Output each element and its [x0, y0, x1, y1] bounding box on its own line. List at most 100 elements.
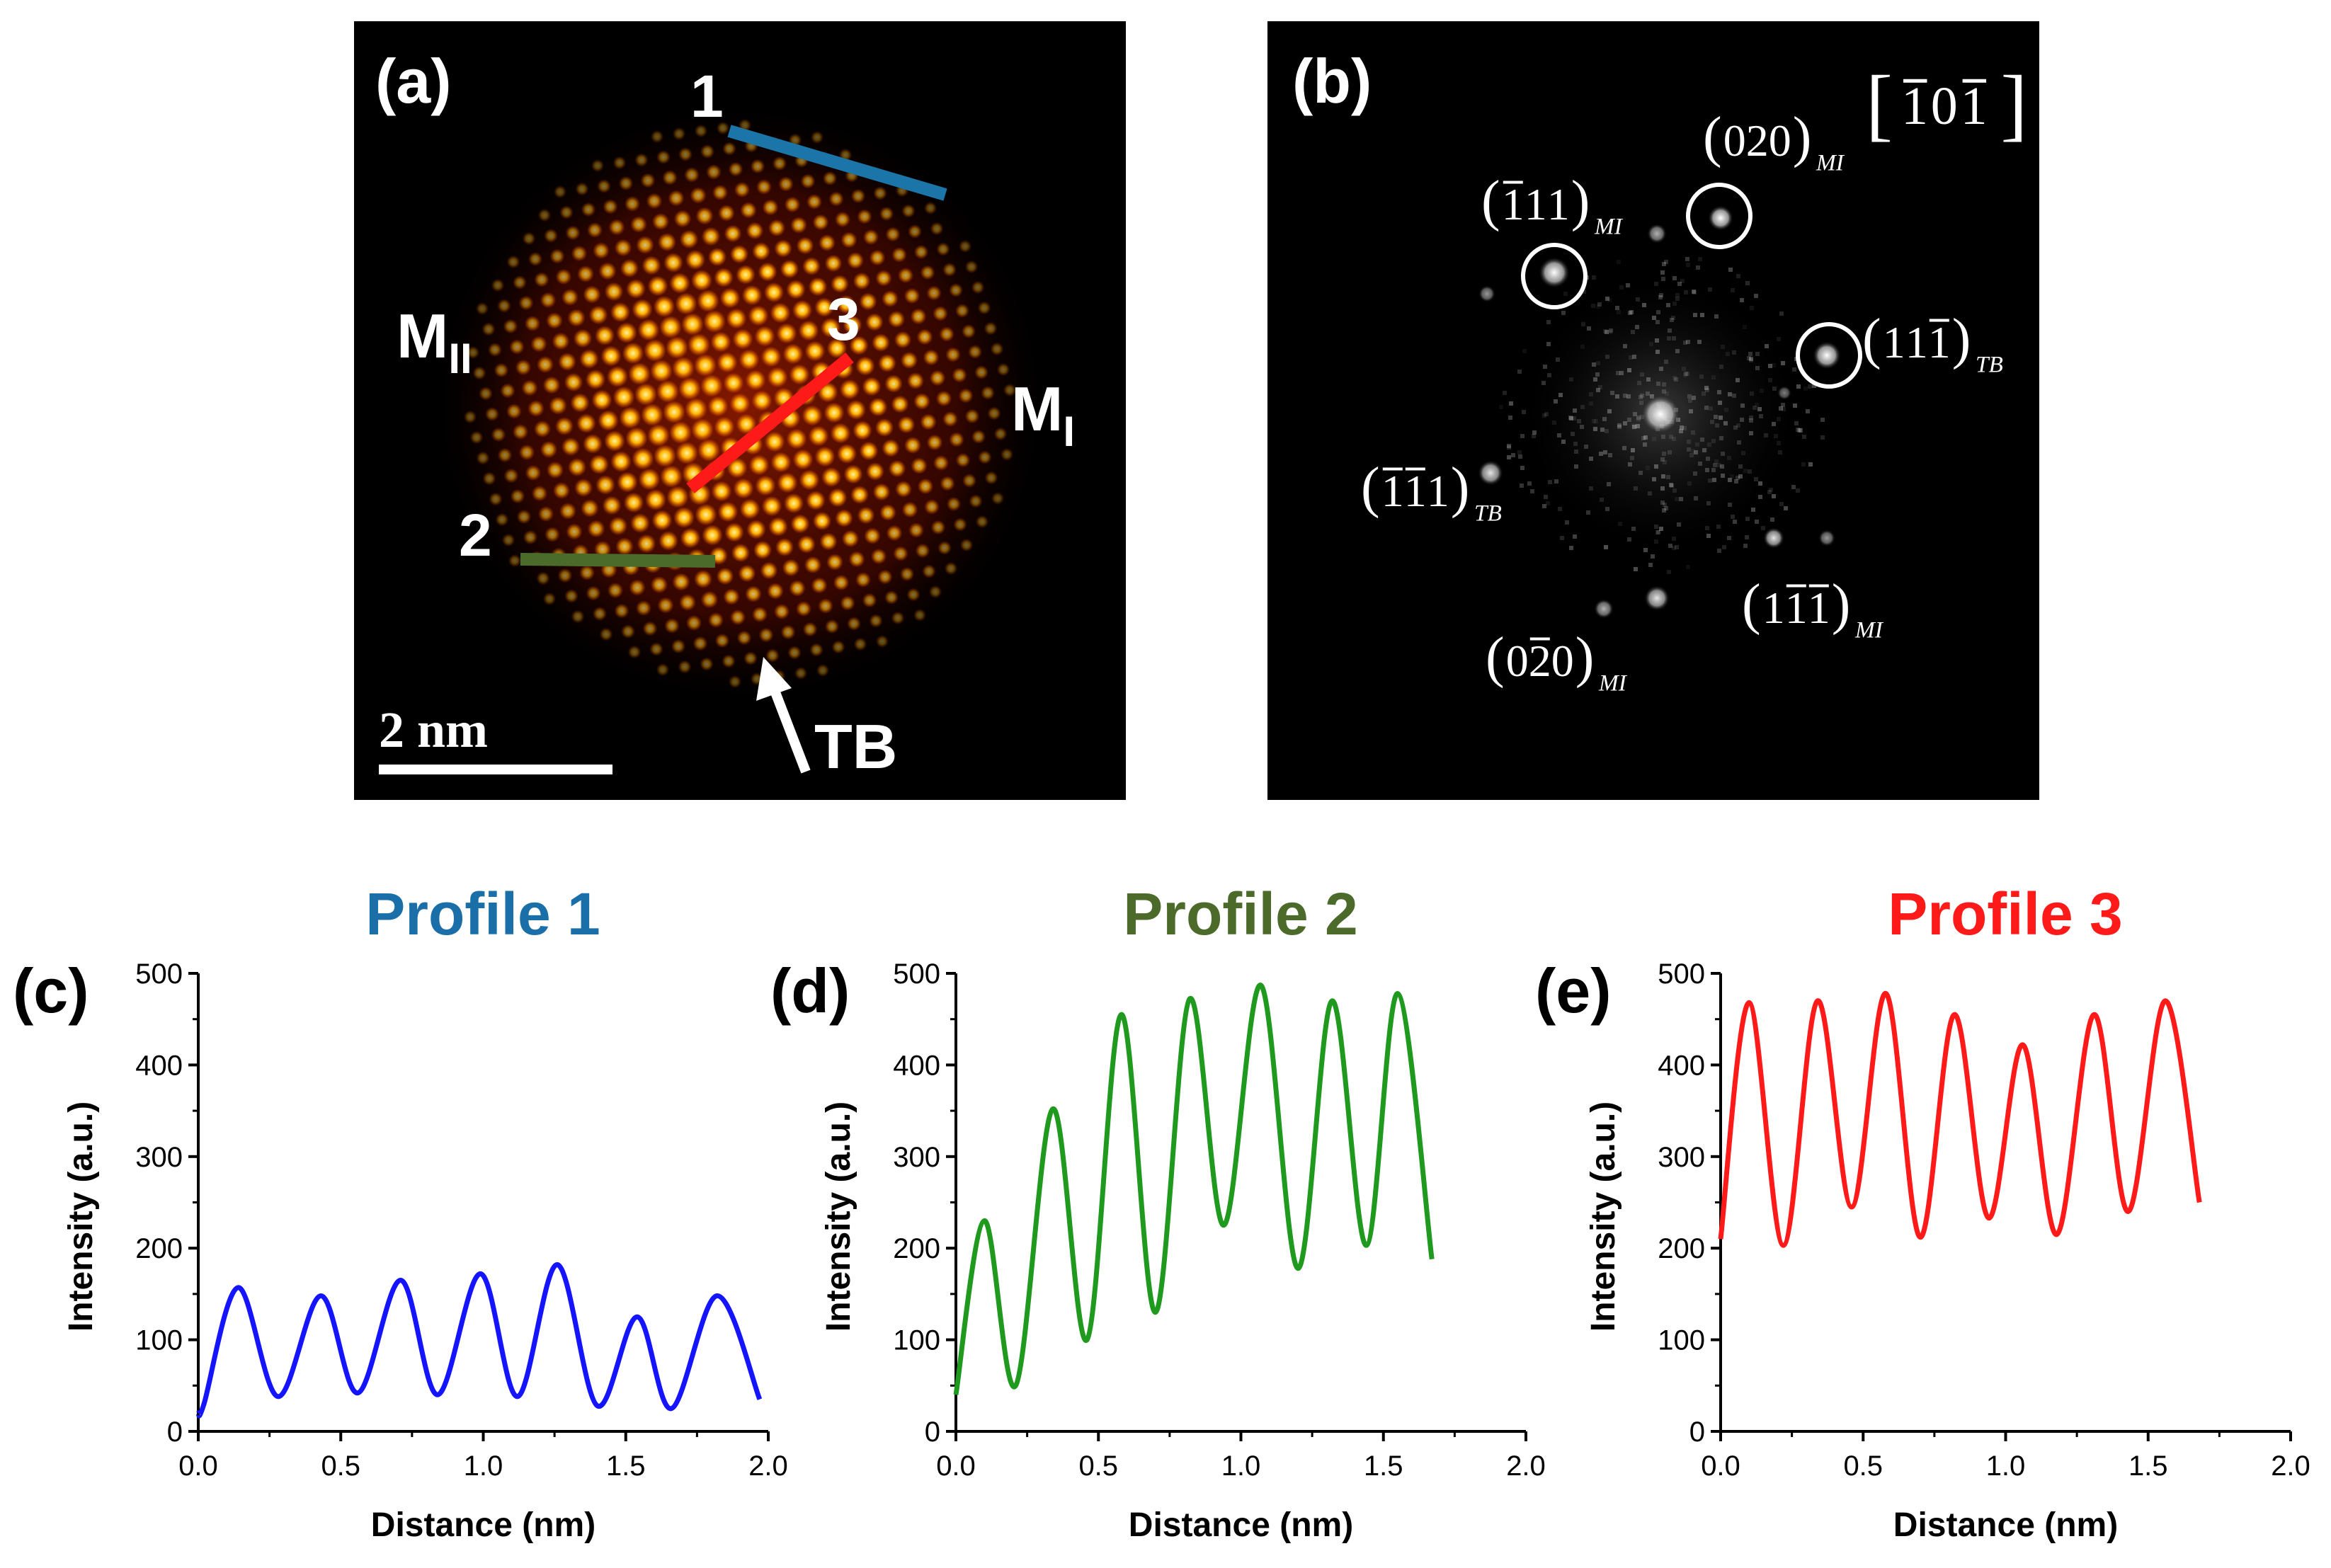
noise-pixel — [1675, 497, 1679, 501]
spot-nn11-TB-digit: 1 — [1404, 466, 1427, 516]
noise-pixel — [1779, 502, 1784, 506]
atom-column — [768, 517, 788, 537]
noise-pixel — [1608, 453, 1612, 457]
noise-pixel — [1796, 488, 1800, 493]
noise-pixel — [1584, 445, 1588, 449]
atom-column — [908, 224, 922, 239]
noise-pixel — [1691, 430, 1695, 435]
spot-020-MI-subscript: MI — [1816, 149, 1845, 176]
atom-column — [663, 401, 685, 423]
noise-pixel — [1743, 469, 1748, 473]
atom-column — [653, 295, 676, 318]
noise-pixel — [1693, 471, 1697, 476]
noise-pixel — [1684, 290, 1688, 294]
noise-pixel — [1710, 420, 1714, 424]
atom-column — [482, 471, 496, 486]
atom-column — [877, 569, 893, 585]
noise-pixel — [1636, 297, 1640, 302]
atom-column — [530, 336, 547, 353]
noise-pixel — [1571, 432, 1575, 436]
atom-column — [695, 503, 717, 526]
atom-column — [732, 328, 753, 350]
atom-column — [768, 219, 786, 237]
noise-pixel — [1630, 456, 1634, 460]
atom-column — [823, 402, 845, 423]
atom-column — [790, 217, 807, 234]
chart-panel-label: (c) — [13, 956, 89, 1026]
noise-pixel — [1593, 427, 1597, 431]
atom-column — [886, 525, 903, 542]
atom-column — [714, 633, 730, 648]
atom-column — [850, 486, 869, 504]
atom-column — [628, 362, 651, 385]
atom-column — [564, 589, 579, 603]
noise-pixel — [1577, 419, 1581, 423]
atom-column — [993, 427, 1008, 441]
atom-column — [623, 492, 644, 513]
noise-pixel — [1698, 462, 1702, 466]
noise-pixel — [1638, 471, 1643, 475]
atom-column — [679, 594, 696, 611]
atom-column — [743, 651, 758, 665]
y-tick-label: 200 — [893, 1233, 940, 1264]
spot-1nn1-MI-digit: 1 — [1808, 583, 1830, 633]
noise-pixel — [1672, 537, 1676, 541]
atom-column — [524, 315, 541, 332]
atom-column — [575, 182, 589, 196]
atom-column — [581, 499, 599, 517]
noise-pixel — [1569, 546, 1573, 550]
noise-pixel — [1573, 442, 1578, 446]
noise-pixel — [1542, 413, 1546, 418]
atom-column — [723, 588, 740, 605]
atom-column — [537, 505, 554, 522]
atom-column — [926, 285, 942, 301]
atom-column — [540, 440, 558, 459]
atom-column — [586, 222, 603, 239]
atom-column — [604, 430, 625, 452]
atom-column — [900, 351, 918, 370]
spot-0n20-MI-digit: 0 — [1551, 636, 1574, 686]
atom-column — [899, 566, 915, 582]
x-tick-label: 0.0 — [1701, 1450, 1740, 1482]
atom-column — [637, 534, 656, 554]
atom-column — [711, 481, 732, 502]
noise-pixel — [1749, 418, 1753, 423]
noise-pixel — [1667, 570, 1671, 574]
noise-pixel — [1661, 277, 1665, 281]
spot-0n20-MI-subscript: MI — [1598, 670, 1628, 696]
atom-column — [828, 488, 848, 508]
noise-pixel — [1554, 479, 1558, 483]
atom-column — [778, 176, 794, 192]
atom-column — [897, 267, 914, 284]
atom-column — [649, 642, 663, 656]
noise-pixel — [1670, 483, 1674, 488]
atom-column — [843, 315, 862, 335]
atom-column — [987, 406, 1001, 420]
noise-pixel — [1779, 311, 1784, 316]
atom-column — [926, 434, 943, 451]
atom-column — [996, 362, 1010, 377]
noise-pixel — [1721, 345, 1725, 349]
noise-pixel — [1596, 304, 1600, 309]
twin-boundary-label: TB — [814, 711, 897, 782]
atom-column — [904, 287, 921, 304]
y-tick-label: 300 — [135, 1142, 183, 1173]
noise-pixel — [1728, 478, 1732, 482]
atom-column — [796, 601, 811, 617]
atom-column — [701, 227, 721, 246]
atom-column — [971, 429, 986, 445]
noise-pixel — [1755, 520, 1759, 524]
atom-column — [875, 270, 892, 287]
noise-pixel — [1617, 310, 1621, 314]
noise-pixel — [1591, 304, 1595, 308]
noise-pixel — [1768, 364, 1772, 368]
noise-pixel — [1509, 401, 1513, 406]
x-tick-label: 2.0 — [748, 1450, 788, 1482]
noise-pixel — [1626, 394, 1631, 399]
y-tick-label: 200 — [1658, 1233, 1705, 1264]
noise-pixel — [1623, 421, 1627, 425]
noise-pixel — [1682, 367, 1686, 371]
noise-pixel — [1745, 535, 1749, 539]
noise-pixel — [1627, 537, 1631, 542]
noise-pixel — [1718, 401, 1722, 405]
